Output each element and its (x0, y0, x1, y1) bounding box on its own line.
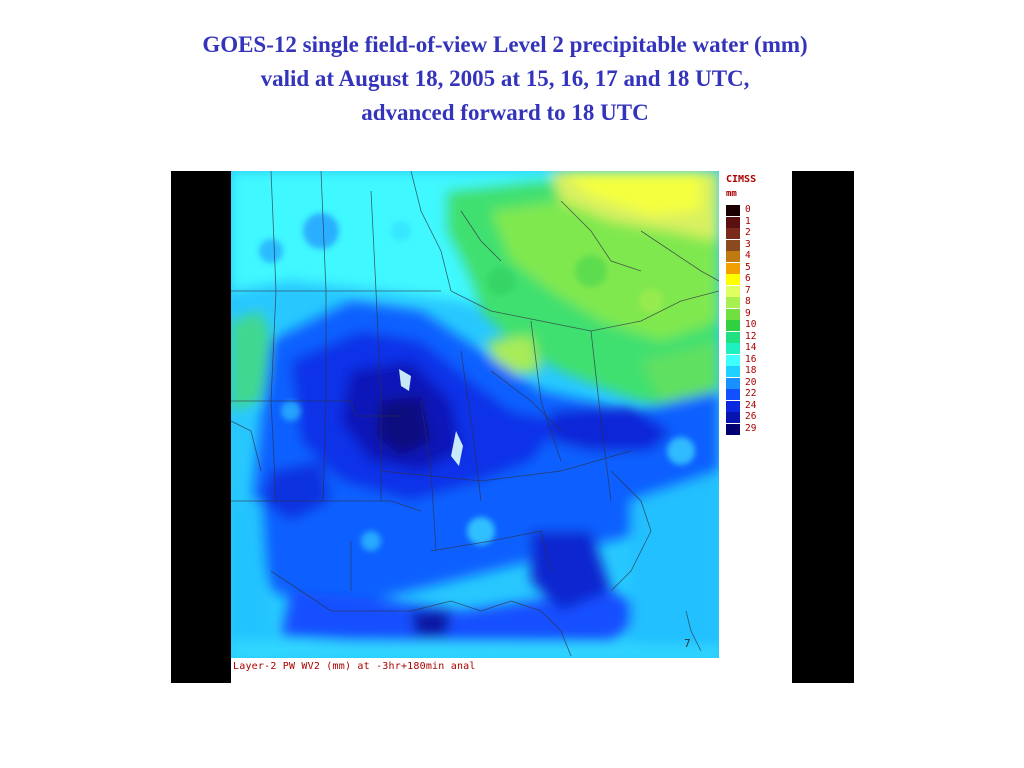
legend-row: 3 (726, 238, 786, 251)
legend-label: 18 (745, 365, 757, 376)
legend-label: 14 (745, 342, 757, 353)
legend-row: 5 (726, 261, 786, 274)
legend-swatch (726, 423, 740, 435)
moisture-field (231, 171, 719, 658)
legend-label: 16 (745, 353, 757, 365)
legend-row: 7 (726, 284, 786, 297)
legend-swatch (726, 297, 740, 308)
legend-row: 29 (726, 422, 786, 435)
legend-row: 4 (726, 250, 786, 262)
precipitable-water-map (231, 171, 719, 658)
legend-label: 5 (745, 261, 751, 273)
map-caption: Layer-2 PW WV2 (mm) at -3hr+180min anal (233, 661, 476, 672)
legend-row: 14 (726, 342, 786, 354)
legend-swatch (726, 320, 740, 331)
legend-label: 6 (745, 273, 751, 284)
legend-row: 20 (726, 376, 786, 389)
legend-unit-label: mm (726, 189, 737, 199)
legend-label: 8 (745, 296, 751, 307)
legend-row: 22 (726, 388, 786, 400)
legend-row: 10 (726, 319, 786, 331)
slide-title: GOES-12 single field-of-view Level 2 pre… (0, 28, 1010, 130)
legend-row: 9 (726, 307, 786, 320)
legend-label: 24 (745, 399, 757, 411)
map-panel: CIMSS mm 0 1 2 3 4 5 6 7 8 9 10 12 14 16 18 20 22 24 26 29 … (231, 171, 792, 683)
legend-label: 9 (745, 307, 751, 319)
title-line-3: advanced forward to 18 UTC (361, 100, 649, 125)
corner-mark: 7 (684, 637, 691, 650)
legend-row: 1 (726, 215, 786, 228)
legend-label: 12 (745, 330, 757, 342)
legend-row: 16 (726, 353, 786, 366)
title-line-1: GOES-12 single field-of-view Level 2 pre… (202, 32, 808, 57)
legend-swatch (726, 412, 740, 423)
legend-swatch (726, 354, 740, 366)
legend-swatch (726, 216, 740, 228)
legend-swatch (726, 251, 740, 262)
legend-label: 20 (745, 376, 757, 388)
legend-swatch (726, 239, 740, 251)
legend-swatch (726, 343, 740, 354)
legend-label: 3 (745, 238, 751, 250)
legend-label: 4 (745, 250, 751, 261)
legend-swatch (726, 274, 740, 285)
precipitable-water-figure: CIMSS mm 0 1 2 3 4 5 6 7 8 9 10 12 14 16 18 20 22 24 26 29 … (171, 171, 854, 683)
legend-label: 26 (745, 411, 757, 422)
legend-row: 0 (726, 204, 786, 216)
legend-row: 12 (726, 330, 786, 343)
legend-swatch (726, 400, 740, 412)
legend-row: 2 (726, 227, 786, 239)
legend-row: 8 (726, 296, 786, 308)
legend-label: 10 (745, 319, 757, 330)
legend-label: 22 (745, 388, 757, 399)
legend-swatch (726, 308, 740, 320)
legend-label: 1 (745, 215, 751, 227)
title-line-2: valid at August 18, 2005 at 15, 16, 17 a… (260, 66, 750, 91)
legend-row: 24 (726, 399, 786, 412)
legend-swatch (726, 205, 740, 216)
legend-org-label: CIMSS (726, 174, 757, 185)
legend-row: 6 (726, 273, 786, 285)
legend-swatch (726, 331, 740, 343)
legend-label: 2 (745, 227, 751, 238)
legend-swatch (726, 377, 740, 389)
legend-label: 29 (745, 422, 757, 434)
legend-row: 26 (726, 411, 786, 423)
legend-swatch (726, 228, 740, 239)
legend-label: 0 (745, 204, 751, 215)
legend-swatch (726, 262, 740, 274)
legend-swatch (726, 366, 740, 377)
legend-swatch (726, 285, 740, 297)
right-black-bar (792, 171, 854, 683)
legend-label: 7 (745, 284, 751, 296)
legend-row: 18 (726, 365, 786, 377)
left-black-bar (171, 171, 231, 683)
legend-swatch (726, 389, 740, 400)
